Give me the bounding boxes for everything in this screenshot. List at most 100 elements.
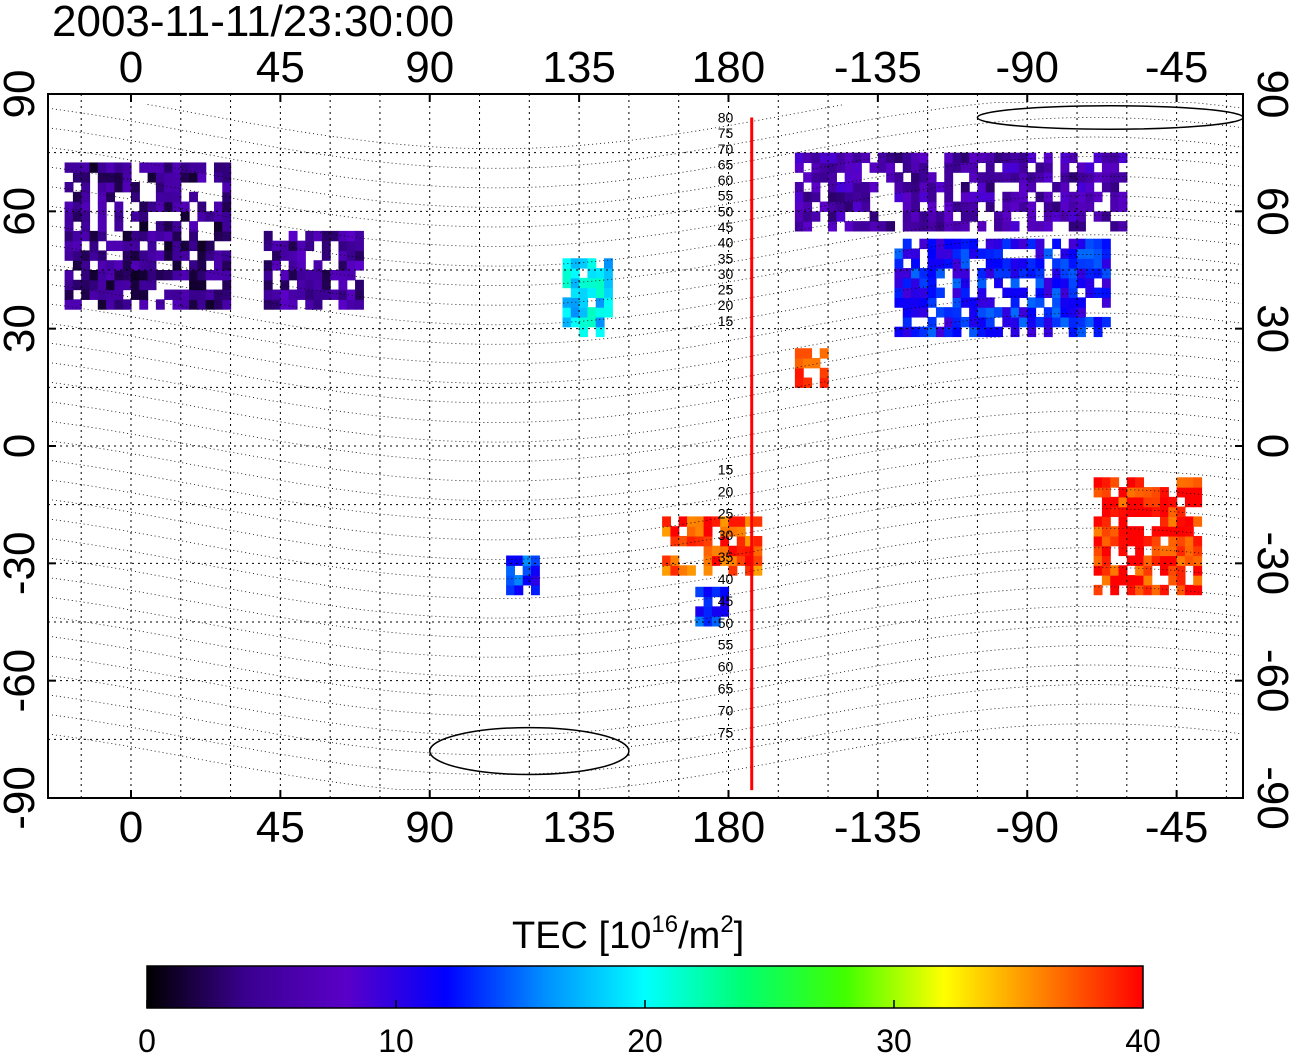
tec-cell (1168, 506, 1178, 517)
tec-cell (911, 297, 920, 308)
tec-cell (994, 221, 1003, 232)
tec-cell (1160, 506, 1169, 517)
tec-cell (794, 221, 804, 232)
tec-cell (1052, 277, 1062, 289)
tec-cell (703, 616, 713, 627)
tec-cell (155, 191, 165, 203)
tec-cell (147, 172, 157, 183)
tec-cell (1184, 584, 1194, 596)
tec-cell (994, 152, 1003, 164)
tec-cell (1002, 316, 1012, 328)
tec-cell (139, 250, 149, 261)
tec-cell (1118, 535, 1128, 547)
tec-cell (522, 555, 532, 566)
tec-cell (164, 250, 174, 261)
colorbar-ticks: 0 10 20 30 40 (138, 1000, 1161, 1057)
tec-cell (139, 260, 149, 271)
contour-label: 40 (718, 235, 734, 251)
tec-cell (72, 211, 82, 222)
tec-cell (205, 270, 215, 281)
tec-cell (604, 287, 613, 298)
y-tick-right: -60 (1248, 649, 1292, 713)
tec-cell (514, 575, 524, 586)
tec-cell (1176, 516, 1186, 527)
contour-label: 50 (718, 615, 734, 631)
tec-cell (819, 162, 829, 173)
tec-cell (604, 307, 613, 318)
tec-cell (927, 238, 937, 250)
tec-cell (222, 260, 232, 271)
tec-cell (288, 250, 298, 261)
tec-cell (1176, 575, 1186, 586)
tec-cell (811, 358, 821, 369)
contour-label: 35 (718, 250, 734, 266)
tec-cell (579, 297, 589, 308)
tec-cell (130, 240, 140, 252)
tec-cell (1077, 268, 1086, 279)
tec-cell (570, 316, 580, 328)
tec-cell (288, 289, 298, 300)
tec-cell (994, 211, 1003, 222)
tec-cell (64, 211, 74, 222)
tec-cell (579, 287, 589, 298)
tec-cell (172, 270, 182, 281)
tec-cell (720, 535, 730, 547)
tec-cell (130, 270, 140, 281)
tec-cell (213, 250, 223, 261)
tec-cell (97, 250, 107, 261)
contour-pole-south (428, 726, 630, 776)
tec-cell (155, 221, 165, 232)
tec-cell (1093, 535, 1103, 547)
tec-cell (1110, 182, 1120, 193)
tec-cell (803, 191, 813, 203)
tec-cell (1052, 287, 1062, 298)
x-tick-top: -45 (1145, 43, 1209, 92)
tec-cell (911, 191, 920, 203)
tec-cell (1093, 287, 1103, 298)
tec-cell (280, 270, 290, 281)
tec-cell (1068, 258, 1078, 269)
tec-cell (960, 162, 970, 173)
tec-cell (720, 526, 730, 537)
tec-cell (1168, 496, 1178, 508)
tec-cell (1110, 201, 1120, 212)
y-tick-left: -30 (0, 532, 44, 596)
tec-cell (1035, 297, 1045, 308)
tec-cell (72, 230, 82, 242)
tec-cell (1168, 516, 1178, 527)
tec-cell (1002, 172, 1012, 183)
tec-cell (1143, 575, 1153, 586)
tec-cell (1160, 516, 1169, 527)
tec-cell (985, 238, 995, 250)
tec-cell (1027, 172, 1037, 183)
tec-cell (969, 172, 979, 183)
tec-cell (1126, 526, 1136, 537)
tec-cell (1101, 545, 1111, 557)
tec-cell (861, 221, 871, 232)
tec-cell (1093, 191, 1103, 203)
tec-cell (1060, 268, 1070, 279)
tec-cell (803, 201, 813, 212)
tec-cell (1176, 545, 1186, 557)
tec-cell (1002, 211, 1012, 222)
tec-cell (130, 230, 140, 242)
contour-label: 75 (718, 724, 734, 740)
tec-cell (1010, 162, 1020, 173)
tec-cell (263, 230, 273, 242)
tec-cell (670, 535, 680, 547)
tec-cell (570, 268, 580, 279)
contour-curve (147, 104, 845, 150)
tec-cell (222, 250, 232, 261)
tec-cell (130, 211, 140, 222)
tec-cell (155, 172, 165, 183)
tec-cell (197, 240, 207, 252)
tec-cell (852, 172, 862, 183)
tec-cell (919, 268, 929, 279)
tec-cell (522, 565, 532, 576)
tec-cell (944, 172, 954, 183)
tec-cell (745, 555, 754, 566)
tec-cell (952, 297, 962, 308)
tec-cell (180, 211, 190, 222)
contour-label: 75 (718, 125, 734, 141)
tec-cell (172, 250, 182, 261)
